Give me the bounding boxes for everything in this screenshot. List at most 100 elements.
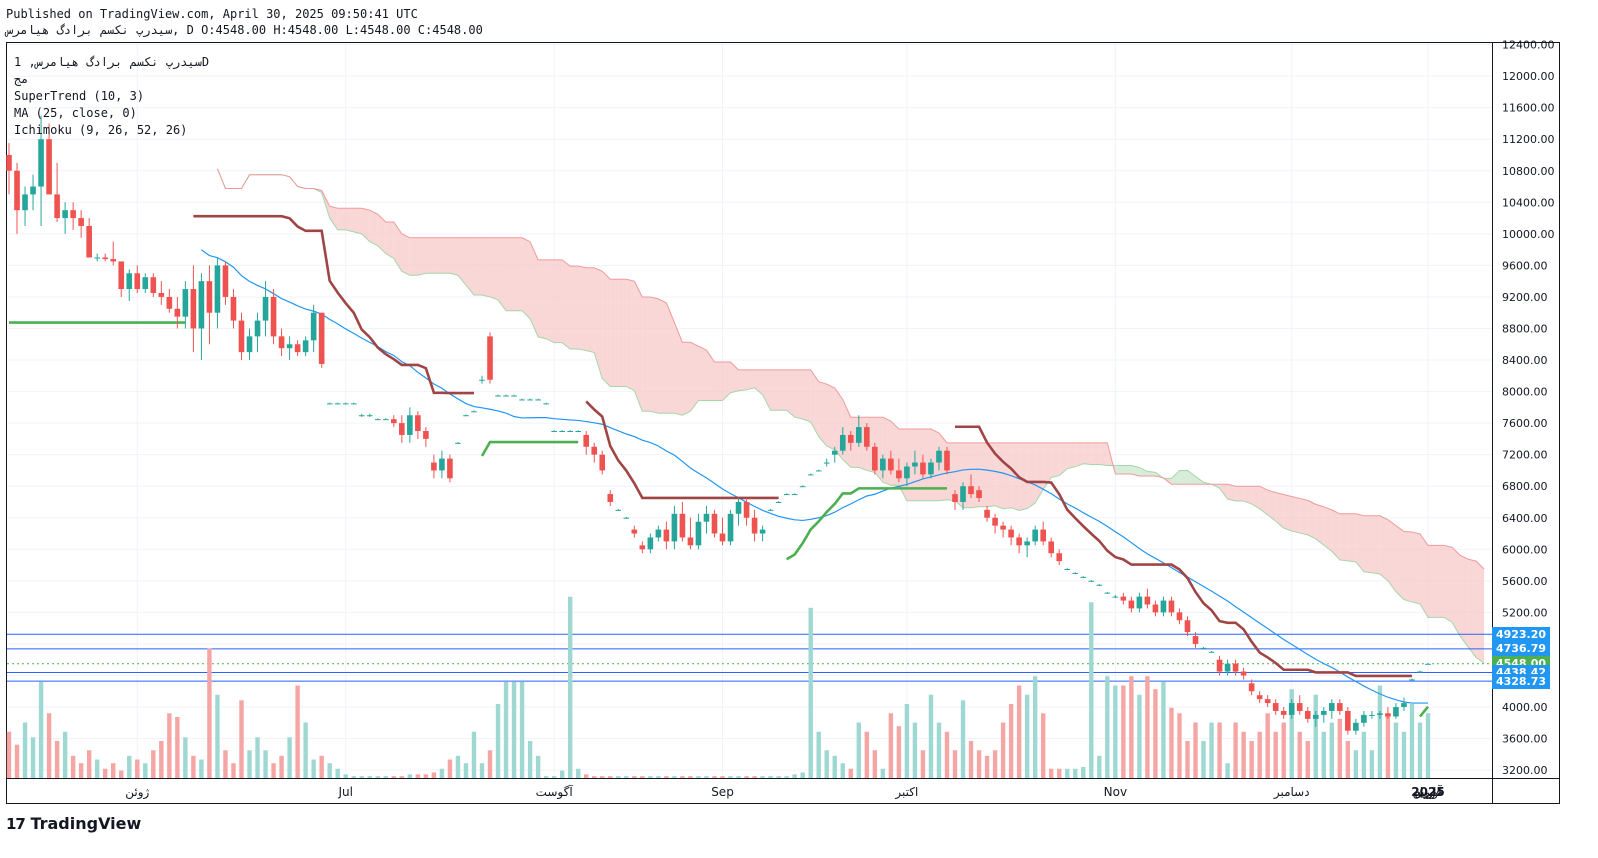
- volume-bar: [776, 776, 781, 778]
- candle-body: [214, 265, 221, 313]
- ichimoku-cloud-segment: [842, 399, 851, 468]
- legend-indicator-supertrend[interactable]: SuperTrend (10, 3): [14, 89, 145, 103]
- candle-body: [1152, 604, 1159, 613]
- ichimoku-cloud-segment: [514, 237, 523, 311]
- volume-bar: [928, 694, 934, 778]
- volume-bar: [503, 681, 509, 778]
- volume-bar: [295, 685, 300, 778]
- candle-body: [222, 265, 229, 297]
- ichimoku-cloud-segment: [1035, 442, 1044, 503]
- candle-body: [1385, 713, 1391, 717]
- ichimoku-cloud-segment: [1059, 442, 1068, 476]
- candle-body: [1272, 703, 1279, 711]
- candle-body: [535, 399, 541, 401]
- y-tick-label: 11600.00: [1502, 102, 1555, 115]
- volume-bar: [912, 722, 918, 778]
- ichimoku-cloud-segment: [1428, 545, 1437, 618]
- candle-body: [671, 513, 678, 542]
- legend-indicator-ichimoku[interactable]: Ichimoku (9, 26, 52, 26): [14, 123, 188, 137]
- ichimoku-cloud-segment: [530, 241, 539, 337]
- ichimoku-cloud-segment: [706, 350, 715, 401]
- candle-body: [1216, 659, 1223, 672]
- ichimoku-cloud-segment: [1267, 490, 1276, 522]
- ichimoku-cloud-segment: [754, 369, 763, 395]
- volume-bar: [1281, 722, 1286, 778]
- candle-body: [839, 434, 846, 451]
- candle-body: [407, 415, 413, 435]
- candle-body: [631, 529, 638, 534]
- price-label-tag: 4923.20: [1492, 626, 1550, 642]
- volume-bar: [1000, 722, 1006, 778]
- volume-bar: [78, 763, 84, 778]
- ichimoku-cloud-segment: [690, 342, 699, 412]
- x-tick-label: مارس: [1413, 785, 1444, 800]
- candle-body: [663, 529, 670, 542]
- volume-bar: [327, 763, 332, 778]
- volume-bar: [936, 722, 942, 778]
- candle-body: [62, 210, 68, 219]
- candle-body: [1240, 671, 1247, 676]
- tradingview-logo[interactable]: 17 TradingView: [6, 814, 141, 833]
- candle-body: [6, 154, 12, 171]
- candle-body: [751, 517, 758, 534]
- ichimoku-cloud-segment: [626, 279, 635, 391]
- ichimoku-span-a: [216, 168, 1485, 664]
- candle-body: [1072, 572, 1079, 574]
- candle-body: [1377, 713, 1383, 715]
- ichimoku-cloud-segment: [1003, 442, 1012, 509]
- volume-bar: [471, 731, 477, 778]
- ichimoku-cloud-segment: [1091, 442, 1100, 465]
- volume-bar: [391, 776, 397, 778]
- candle-body: [1064, 569, 1071, 571]
- y-tick-label: 11200.00: [1502, 133, 1555, 146]
- ichimoku-cloud-segment: [490, 237, 499, 300]
- ichimoku-cloud-segment: [1379, 515, 1388, 581]
- y-tick-label: 4000.00: [1502, 701, 1548, 714]
- ichimoku-cloud-segment: [425, 237, 434, 274]
- volume-bar: [1353, 750, 1359, 778]
- volume-bar: [1008, 704, 1014, 778]
- volume-bar: [255, 737, 260, 778]
- volume-bar: [455, 755, 461, 778]
- ichimoku-cloud-segment: [1460, 555, 1469, 647]
- volume-bar: [824, 750, 829, 778]
- ichimoku-cloud-segment: [1371, 515, 1380, 574]
- x-tick-label: دسامبر: [1273, 785, 1310, 800]
- volume-bar: [14, 744, 20, 778]
- volume-bar: [199, 759, 204, 778]
- volume-bar: [1345, 741, 1351, 778]
- y-tick-label: 5600.00: [1502, 575, 1548, 588]
- volume-bar: [527, 741, 533, 778]
- y-tick-label: 5200.00: [1502, 606, 1548, 619]
- volume-bar: [1057, 768, 1062, 778]
- ichimoku-cloud-segment: [401, 233, 410, 276]
- candle-body: [767, 509, 774, 511]
- volume-bar: [375, 776, 380, 778]
- ichimoku-cloud-segment: [522, 237, 531, 319]
- ichimoku-cloud-segment: [1476, 561, 1485, 664]
- candle-body: [374, 419, 381, 421]
- volume-bar: [992, 750, 998, 778]
- volume-bar: [688, 776, 693, 778]
- candle-body: [1144, 596, 1151, 605]
- volume-bar: [968, 741, 974, 778]
- volume-bar: [487, 750, 493, 778]
- ichimoku-cloud-segment: [449, 237, 458, 276]
- y-tick-label: 7200.00: [1502, 449, 1548, 462]
- ichimoku-cloud-segment: [602, 271, 611, 387]
- volume-bar: [944, 731, 950, 778]
- volume-bar: [1065, 768, 1070, 778]
- volume-bar: [495, 704, 501, 778]
- volume-bar: [1105, 676, 1110, 778]
- candle-body: [54, 194, 60, 219]
- candle-body: [687, 537, 694, 546]
- volume-bar: [752, 776, 757, 778]
- volume-bar: [600, 776, 605, 778]
- ichimoku-cloud-segment: [353, 208, 362, 234]
- ichimoku-cloud-segment: [1227, 484, 1236, 501]
- legend-indicator-ma[interactable]: MA (25, close, 0): [14, 106, 137, 120]
- candle-body: [1409, 679, 1415, 681]
- volume-bar: [1417, 722, 1423, 778]
- chart-frame[interactable]: [6, 42, 1560, 804]
